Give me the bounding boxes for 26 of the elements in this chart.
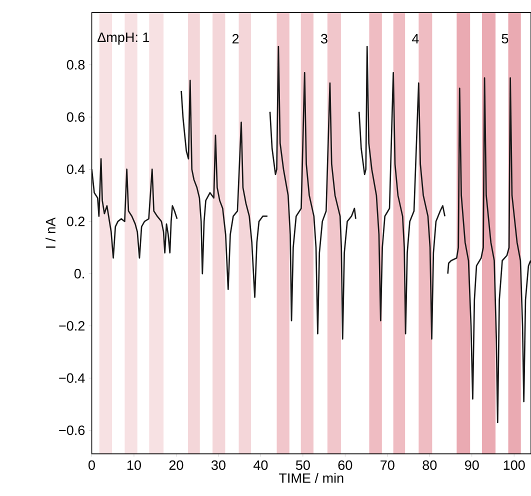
y-tick-label: 0.2 [66,216,84,226]
x-tick-label: 50 [296,460,310,470]
y-tick-label: −0.6 [59,425,85,435]
x-tick-label: 90 [464,460,479,470]
annotation: 3 [320,34,328,44]
annotation: 4 [412,34,419,44]
annotation: 2 [232,34,239,44]
x-tick-label: 20 [169,460,184,470]
y-tick-label: 0.4 [66,164,85,174]
x-tick-label: 10 [127,460,141,470]
x-axis-title: TIME / min [278,472,344,483]
y-tick-label: −0.4 [59,373,85,383]
x-tick-label: 40 [253,460,268,470]
y-tick-label: −0.2 [59,320,84,330]
x-tick-label: 80 [422,460,437,470]
x-tick-label: 60 [338,460,352,470]
x-tick-label: 100 [504,460,525,470]
annotation: 5 [502,34,508,44]
x-tick-label: 30 [211,460,226,470]
y-tick-label: 0.6 [66,112,85,122]
y-tick-label: 0.8 [66,60,85,70]
x-tick-label: 0 [88,460,95,470]
y-axis-title: I / nA [46,217,56,248]
annotation: ΔmpH: 1 [98,32,150,45]
y-tick-label: 0. [74,268,84,278]
x-tick-label: 70 [380,460,394,470]
